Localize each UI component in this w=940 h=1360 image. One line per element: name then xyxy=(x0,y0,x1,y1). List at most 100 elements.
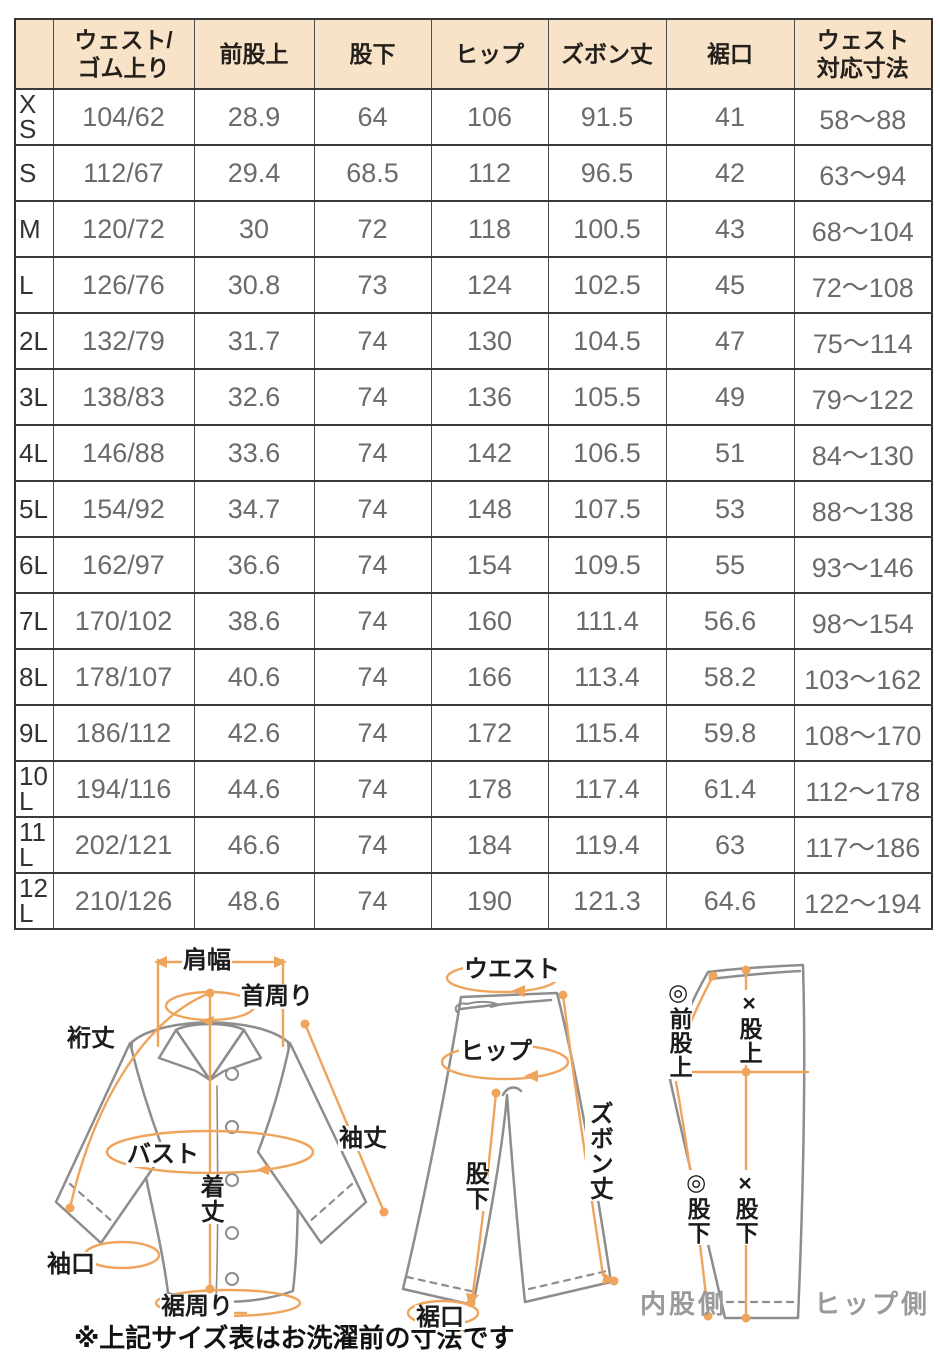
measurement-cell: 118 xyxy=(430,200,549,258)
size-label-cell: 9L xyxy=(14,704,54,762)
size-label-cell: 7L xyxy=(14,592,54,650)
measurement-cell: 154 xyxy=(430,536,549,594)
label-pants-waist: ウエスト xyxy=(463,956,561,983)
measurement-cell: 47 xyxy=(665,312,795,370)
measurement-cell: 75〜114 xyxy=(793,312,933,370)
label-neck-round: 首周り xyxy=(240,983,314,1010)
size-label-cell: 3L xyxy=(14,368,54,426)
shirt-diagram: 肩幅 首周り 裄丈 バスト 袖丈 着丈 袖口 裾周り xyxy=(10,946,450,1328)
label-body-length: 着丈 xyxy=(196,1174,224,1224)
measurement-cell: 74 xyxy=(313,648,432,706)
measurement-cell: 74 xyxy=(313,312,432,370)
measurement-cell: 56.6 xyxy=(665,592,795,650)
size-label-cell: 6L xyxy=(14,536,54,594)
measurement-cell: 58〜88 xyxy=(793,88,933,146)
measurement-cell: 79〜122 xyxy=(793,368,933,426)
measurement-cell: 117〜186 xyxy=(793,816,933,874)
measurement-cell: 172 xyxy=(430,704,549,762)
size-label-cell: 10L xyxy=(14,760,54,818)
label-pants-hip: ヒップ xyxy=(459,1038,533,1065)
measurement-cell: 100.5 xyxy=(547,200,667,258)
measurement-cell: 103〜162 xyxy=(793,648,933,706)
table-row: 11L 202/121 46.6 74 184 119.4 63 117〜186 xyxy=(14,816,933,874)
size-table-header: ウェスト/ ゴム上り 前股上 股下 ヒップ ズボン丈 裾口 ウェスト 対応寸法 xyxy=(14,18,933,90)
measurement-cell: 106.5 xyxy=(547,424,667,482)
measurement-cell: 119.4 xyxy=(547,816,667,874)
column-header-cell: 股下 xyxy=(313,18,432,90)
measurement-cell: 102.5 xyxy=(547,256,667,314)
label-inner-thigh-side: 内股側 xyxy=(640,1289,728,1319)
measurement-cell: 117.4 xyxy=(547,760,667,818)
measurement-cell: 28.9 xyxy=(193,88,315,146)
column-header-cell: ウェスト/ ゴム上り xyxy=(52,18,195,90)
measurement-cell: 45 xyxy=(665,256,795,314)
measurement-cell: 148 xyxy=(430,480,549,538)
measurement-cell: 138/83 xyxy=(52,368,195,426)
measurement-cell: 51 xyxy=(665,424,795,482)
size-label-cell: 12L xyxy=(14,872,54,930)
measurement-cell: 121.3 xyxy=(547,872,667,930)
measurement-cell: 184 xyxy=(430,816,549,874)
measurement-cell: 170/102 xyxy=(52,592,195,650)
measurement-cell: 44.6 xyxy=(193,760,315,818)
table-row: XS 104/62 28.9 64 106 91.5 41 58〜88 xyxy=(14,88,933,146)
measurement-cell: 190 xyxy=(430,872,549,930)
label-yuki-length: 裄丈 xyxy=(66,1025,116,1052)
label-hip-side: ヒップ側 xyxy=(814,1289,931,1319)
measurement-cell: 130 xyxy=(430,312,549,370)
label-hem-round: 裾周り xyxy=(160,1293,234,1320)
measurement-cell: 112/67 xyxy=(52,144,195,202)
measurement-cell: 202/121 xyxy=(52,816,195,874)
label-bust: バスト xyxy=(126,1141,200,1168)
measurement-cell: 74 xyxy=(313,704,432,762)
size-label-cell: 8L xyxy=(14,648,54,706)
measurement-cell: 72〜108 xyxy=(793,256,933,314)
measurement-cell: 154/92 xyxy=(52,480,195,538)
measurement-cell: 93〜146 xyxy=(793,536,933,594)
label-shoulder-width: 肩幅 xyxy=(182,947,232,974)
measurement-cell: 30.8 xyxy=(193,256,315,314)
label-front-rise: ◎前股上 xyxy=(666,980,693,1079)
table-row: 7L 170/102 38.6 74 160 111.4 56.6 98〜154 xyxy=(14,592,933,650)
measurement-cell: 68.5 xyxy=(313,144,432,202)
measurement-cell: 186/112 xyxy=(52,704,195,762)
measurement-cell: 111.4 xyxy=(547,592,667,650)
table-row: L 126/76 30.8 73 124 102.5 45 72〜108 xyxy=(14,256,933,314)
measurement-cell: 106 xyxy=(430,88,549,146)
measurement-cell: 160 xyxy=(430,592,549,650)
table-row: 12L 210/126 48.6 74 190 121.3 64.6 122〜194 xyxy=(14,872,933,930)
label-pants-length: ズボン丈 xyxy=(585,1101,613,1201)
shirt-illustration xyxy=(54,956,389,1319)
measurement-cell: 132/79 xyxy=(52,312,195,370)
label-pants-hem: 裾口 xyxy=(415,1304,465,1331)
measurement-cell: 31.7 xyxy=(193,312,315,370)
corner-header-cell xyxy=(14,18,54,90)
measurement-cell: 63〜94 xyxy=(793,144,933,202)
measurement-cell: 146/88 xyxy=(52,424,195,482)
measurement-cell: 53 xyxy=(665,480,795,538)
measurement-cell: 104/62 xyxy=(52,88,195,146)
measurement-cell: 178/107 xyxy=(52,648,195,706)
measurement-cell: 73 xyxy=(313,256,432,314)
measurement-cell: 32.6 xyxy=(193,368,315,426)
measurement-cell: 105.5 xyxy=(547,368,667,426)
measurement-cell: 120/72 xyxy=(52,200,195,258)
pants-pattern-diagram: ◎前股上 ×股上 ◎股下 ×股下 内股側 ヒップ側 xyxy=(640,950,940,1330)
table-row: 3L 138/83 32.6 74 136 105.5 49 79〜122 xyxy=(14,368,933,426)
table-row: 5L 154/92 34.7 74 148 107.5 53 88〜138 xyxy=(14,480,933,538)
measurement-cell: 74 xyxy=(313,760,432,818)
measurement-cell: 36.6 xyxy=(193,536,315,594)
measurement-cell: 104.5 xyxy=(547,312,667,370)
size-label-cell: S xyxy=(14,144,54,202)
measurement-cell: 166 xyxy=(430,648,549,706)
measurement-cell: 34.7 xyxy=(193,480,315,538)
table-row: 8L 178/107 40.6 74 166 113.4 58.2 103〜162 xyxy=(14,648,933,706)
measurement-cell: 42.6 xyxy=(193,704,315,762)
measurement-cell: 122〜194 xyxy=(793,872,933,930)
measurement-cell: 74 xyxy=(313,368,432,426)
size-table-body: XS 104/62 28.9 64 106 91.5 41 58〜88 S 112/67 29.4 6… xyxy=(14,88,933,930)
measurement-cell: 88〜138 xyxy=(793,480,933,538)
size-table: ウェスト/ ゴム上り 前股上 股下 ヒップ ズボン丈 裾口 ウェスト 対応寸法 XS 104/… xyxy=(14,18,933,930)
label-inseam-back: ×股下 xyxy=(732,1170,759,1245)
